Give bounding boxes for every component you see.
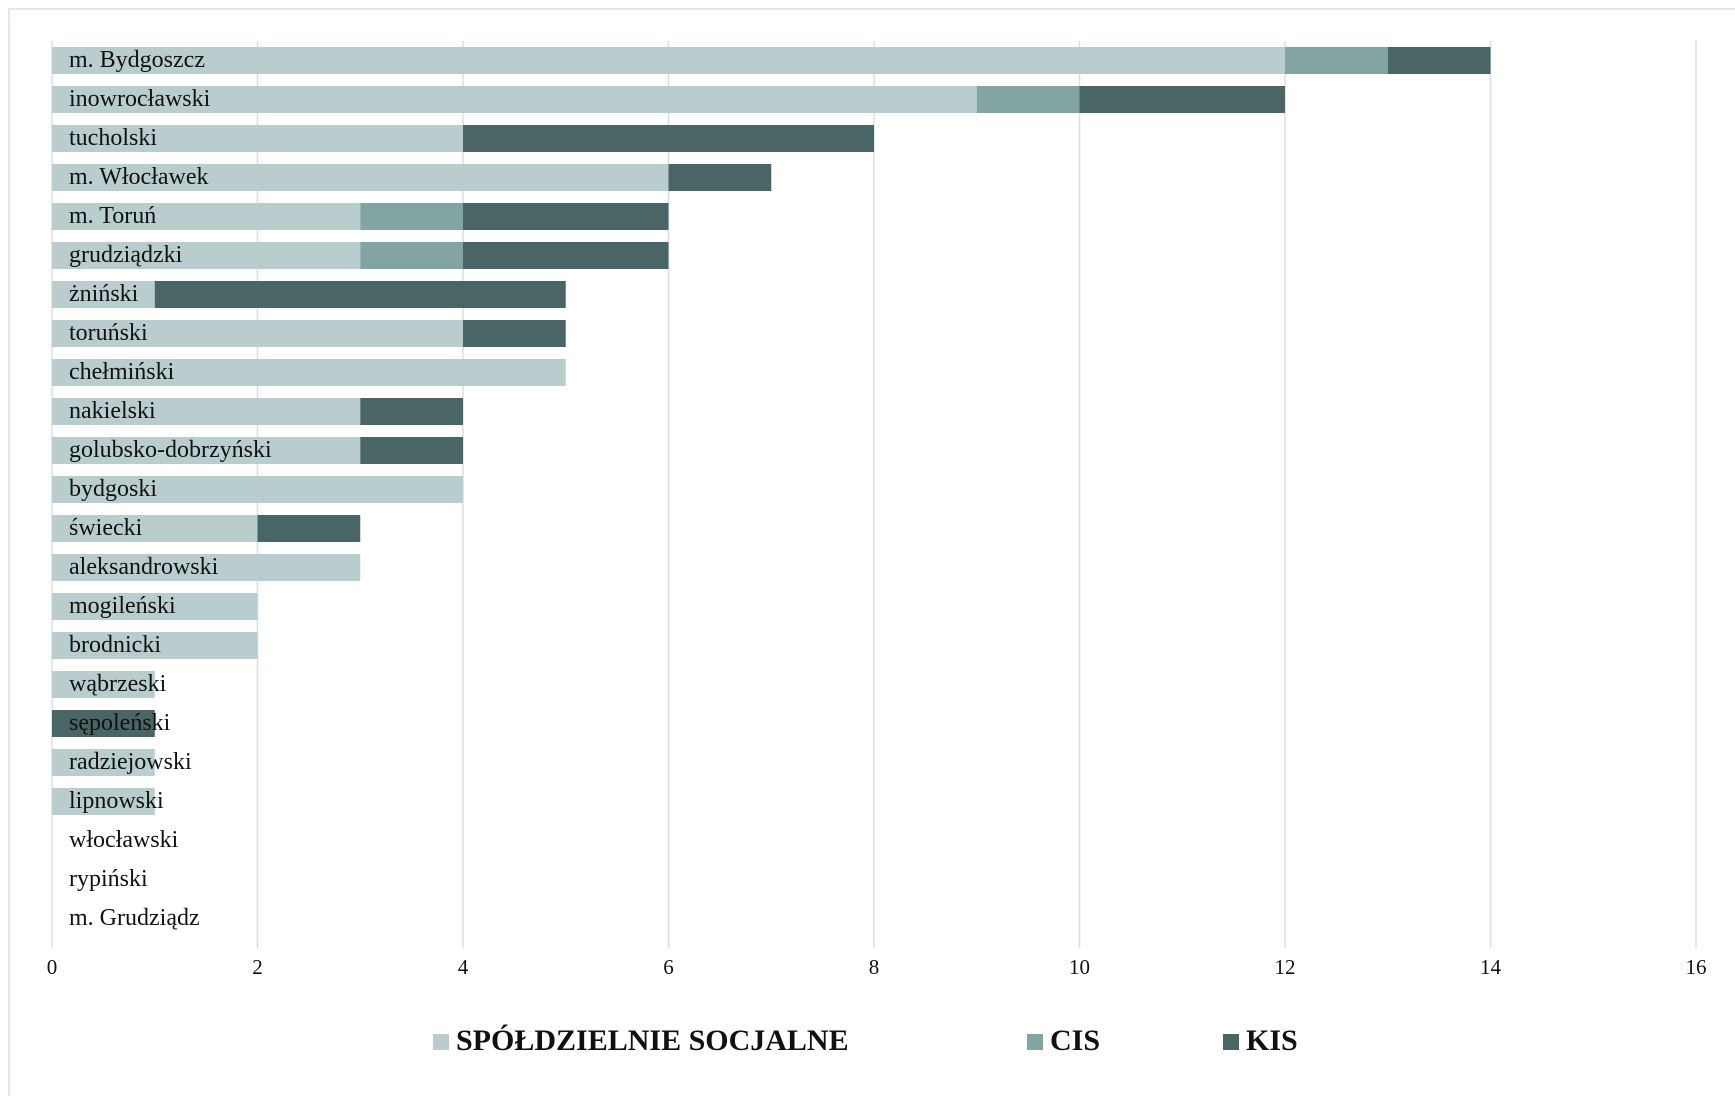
category-label: lipnowski	[69, 788, 164, 814]
bar-segment	[52, 86, 977, 113]
bar-segment	[52, 242, 361, 269]
category-label: radziejowski	[69, 749, 192, 775]
legend-label: SPÓŁDZIELNIE SOCJALNE	[456, 1024, 849, 1057]
category-label: toruński	[69, 320, 148, 346]
bar-segment	[52, 203, 361, 230]
x-tick-label: 8	[869, 955, 880, 979]
category-label: wąbrzeski	[69, 671, 167, 697]
chart-frame	[8, 8, 1735, 1096]
x-tick-label: 16	[1686, 955, 1707, 979]
bar-segment	[360, 242, 463, 269]
bar-segment	[360, 203, 463, 230]
bar-segment	[154, 281, 566, 308]
category-label: m. Toruń	[69, 203, 156, 229]
legend-label: CIS	[1050, 1024, 1100, 1057]
category-label: tucholski	[69, 125, 157, 151]
bar-segment	[463, 242, 669, 269]
legend-swatch	[1223, 1034, 1239, 1050]
bar-segment	[52, 398, 361, 425]
bar-segment	[52, 281, 155, 308]
bar-segment	[52, 359, 566, 386]
category-label: nakielski	[69, 398, 156, 424]
category-label: brodnicki	[69, 632, 161, 658]
bar-segment	[463, 203, 669, 230]
bar-segment	[52, 47, 1285, 74]
category-label: m. Włocławek	[69, 164, 209, 190]
category-label: golubsko-dobrzyński	[69, 437, 272, 463]
x-tick-label: 14	[1480, 955, 1502, 979]
category-label: rypiński	[69, 866, 148, 892]
x-tick-label: 6	[663, 955, 674, 979]
bar-segment	[52, 320, 463, 347]
bar-segment	[1285, 47, 1388, 74]
legend-label: KIS	[1246, 1024, 1298, 1057]
category-label: żniński	[69, 281, 139, 307]
bar-segment	[52, 593, 258, 620]
x-tick-label: 4	[458, 955, 469, 979]
bar-segment	[1079, 86, 1285, 113]
legend-swatch	[1027, 1034, 1043, 1050]
category-label: inowrocławski	[69, 86, 211, 112]
x-tick-label: 12	[1275, 955, 1296, 979]
bar-segment	[52, 164, 669, 191]
category-label: świecki	[69, 515, 143, 541]
bar-segment	[52, 671, 155, 698]
bar-segment	[463, 125, 874, 152]
bar-segment	[52, 554, 361, 581]
category-label: włocławski	[69, 827, 179, 853]
bar-segment	[52, 788, 155, 815]
bar-segment	[52, 749, 155, 776]
legend-swatch	[433, 1034, 449, 1050]
x-tick-label: 2	[252, 955, 263, 979]
category-label: mogileński	[69, 593, 176, 619]
category-label: m. Bydgoszcz	[69, 47, 205, 73]
bar-segment	[52, 125, 463, 152]
bar-segment	[360, 398, 463, 425]
bar-segment	[52, 515, 258, 542]
category-label: chełmiński	[69, 359, 175, 385]
bar-segment	[52, 476, 463, 503]
category-label: bydgoski	[69, 476, 157, 502]
category-label: aleksandrowski	[69, 554, 219, 580]
bar-segment	[52, 710, 155, 737]
bar-segment	[1387, 47, 1491, 74]
bar-segment	[52, 632, 258, 659]
bar-segment	[257, 515, 361, 542]
category-label: grudziądzki	[69, 242, 183, 268]
x-tick-label: 10	[1069, 955, 1090, 979]
bar-segment	[668, 164, 772, 191]
bar-segment	[360, 437, 463, 464]
bar-segment	[463, 320, 566, 347]
bar-segment	[976, 86, 1080, 113]
category-label: m. Grudziądz	[69, 905, 200, 931]
x-tick-label: 0	[47, 955, 58, 979]
bar-segment	[52, 437, 361, 464]
category-label: sępoleński	[69, 710, 171, 736]
